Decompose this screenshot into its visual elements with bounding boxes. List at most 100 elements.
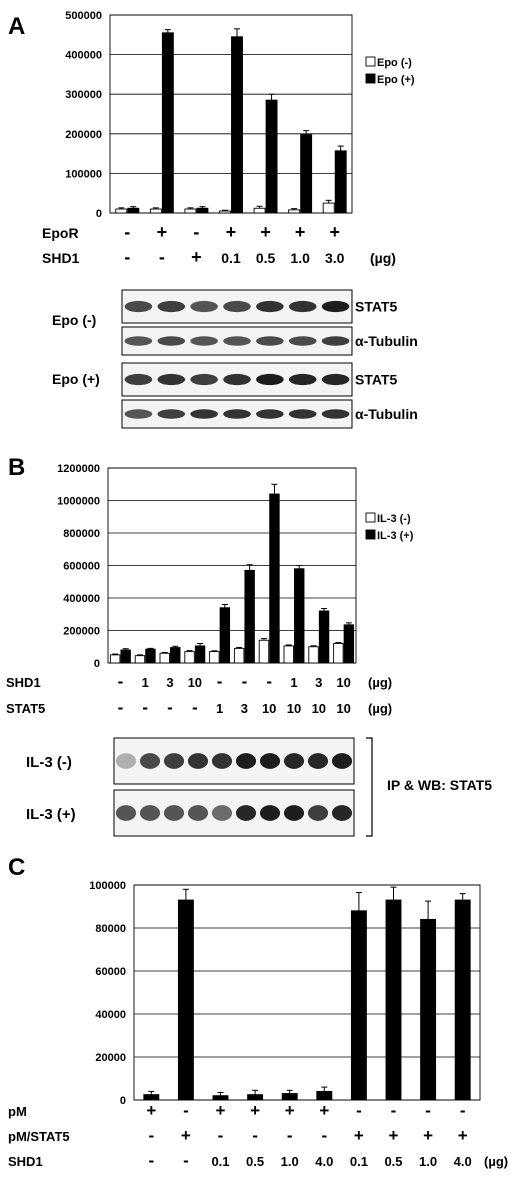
panel-b-blot-band xyxy=(331,753,353,769)
panel-b-bar xyxy=(194,645,206,664)
panel-b-blot-band xyxy=(307,753,329,769)
panel-a-blot-band xyxy=(157,300,186,313)
panel-c-condition-value: + xyxy=(146,1101,156,1120)
panel-b-condition-value: - xyxy=(167,698,173,717)
panel-a-legend-swatch xyxy=(365,56,376,67)
panel-b-bar xyxy=(333,643,344,664)
panel-b-bar xyxy=(145,648,156,664)
panel-b-blot-band xyxy=(139,753,161,769)
panel-a-blot-band xyxy=(190,409,218,419)
panel-a-blot-band xyxy=(321,336,350,346)
panel-b-ytick-label: 0 xyxy=(94,658,100,670)
panel-b-blot-band xyxy=(163,753,185,769)
panel-b-blot-band xyxy=(211,753,233,769)
panel-c-condition-value: + xyxy=(285,1101,295,1120)
panel-b-blot-bracket xyxy=(366,737,373,837)
panel-a-plot-frame xyxy=(109,14,353,214)
panel-b-condition-value: - xyxy=(118,698,124,717)
panel-a-blot-band xyxy=(321,300,350,313)
panel-c-ytick-label: 40000 xyxy=(95,1009,126,1021)
panel-b-bar xyxy=(219,607,231,664)
panel-a-blot-band-label: STAT5 xyxy=(355,372,397,388)
panel-b-legend-label: IL-3 (-) xyxy=(377,513,411,525)
panel-a-condition-value: 3.0 xyxy=(325,250,345,266)
panel-a-legend-label: Epo (+) xyxy=(377,74,415,86)
panel-c-condition-label: pM/STAT5 xyxy=(8,1129,70,1144)
panel-a-bar xyxy=(334,150,347,214)
panel-b-condition-value: 10 xyxy=(262,701,276,716)
panel-b-ytick-label: 1000000 xyxy=(57,496,100,508)
panel-b-bar xyxy=(343,624,355,664)
panel-c-condition-unit: (µg) xyxy=(484,1154,508,1169)
panel-a-legend-label: Epo (-) xyxy=(377,57,412,69)
panel-label-c: C xyxy=(8,854,25,881)
panel-b-blot-band xyxy=(187,805,209,821)
panel-a-blot-band xyxy=(190,336,218,346)
panel-a-condition-value: + xyxy=(260,222,271,242)
panel-c-bar xyxy=(420,918,437,1101)
panel-a-condition-value: 0.1 xyxy=(221,250,241,266)
panel-a-blot-band xyxy=(256,409,284,419)
panel-b-condition-value: - xyxy=(266,672,272,691)
panel-a-bar xyxy=(253,207,266,214)
panel-c-ytick-label: 0 xyxy=(120,1095,126,1107)
panel-a-bar xyxy=(127,207,140,214)
panel-b-bar xyxy=(134,655,146,664)
panel-c-bar xyxy=(247,1094,264,1101)
panel-c-bar xyxy=(212,1095,229,1101)
panel-label-a: A xyxy=(8,13,25,40)
panel-b-bar xyxy=(209,651,220,664)
panel-b-bar xyxy=(283,645,294,664)
panel-b-bar xyxy=(109,654,121,664)
panel-c-bar xyxy=(350,910,367,1101)
panel-b-blot-band xyxy=(163,805,185,821)
panel-b-condition-value: 1 xyxy=(290,675,297,690)
panel-a-ytick-label: 400000 xyxy=(65,50,102,62)
panel-b-ytick-label: 200000 xyxy=(63,626,100,638)
panel-a-condition-unit: (µg) xyxy=(370,250,396,266)
panel-c-condition-value: + xyxy=(389,1126,399,1145)
panel-c-condition-value: 0.1 xyxy=(211,1154,229,1169)
panel-b-blot-band xyxy=(211,805,233,821)
panel-c-condition-value: + xyxy=(181,1126,191,1145)
panel-a-bar xyxy=(300,134,313,214)
panel-a-blot-band xyxy=(190,300,218,313)
panel-a-ytick-label: 200000 xyxy=(65,129,102,141)
panel-b-bar xyxy=(308,646,319,664)
panel-c-condition-value: - xyxy=(183,1151,189,1170)
panel-a-condition-value: + xyxy=(191,247,202,267)
panel-a-bar xyxy=(149,208,162,214)
panel-c-bar xyxy=(316,1090,333,1101)
panel-a-blot-group-label: Epo (-) xyxy=(52,312,96,328)
panel-b-blot-band xyxy=(283,753,305,769)
panel-b-condition-label: STAT5 xyxy=(6,701,45,716)
panel-b-blot-band xyxy=(283,805,305,821)
panel-a-blot-band xyxy=(321,409,350,419)
panel-a-condition-value: 0.5 xyxy=(256,250,276,266)
panel-b-condition-unit: (µg) xyxy=(368,701,392,716)
panel-c-condition-value: 0.1 xyxy=(350,1154,368,1169)
panel-c-condition-value: - xyxy=(148,1151,154,1170)
panel-c-condition-value: - xyxy=(183,1101,189,1120)
panel-b-blot-band xyxy=(235,805,257,821)
panel-b-bar xyxy=(120,649,131,664)
panel-a-blot-band-label: α-Tubulin xyxy=(355,406,418,422)
panel-b-ytick-label: 600000 xyxy=(63,561,100,573)
panel-b-condition-label: SHD1 xyxy=(6,675,41,690)
panel-a-condition-label: SHD1 xyxy=(42,250,80,266)
panel-b-condition-value: 10 xyxy=(336,675,350,690)
panel-c-condition-value: 0.5 xyxy=(384,1154,402,1169)
panel-b-bar xyxy=(233,647,245,664)
panel-b-blot-band xyxy=(259,805,281,821)
panel-c-condition-value: + xyxy=(216,1101,226,1120)
panel-b-plot-frame xyxy=(107,467,357,664)
panel-b-blot-band xyxy=(235,753,257,769)
panel-a-condition-value: - xyxy=(159,247,165,267)
panel-c-condition-label: SHD1 xyxy=(8,1154,43,1169)
panel-b-blot-band xyxy=(187,753,209,769)
panel-b-condition-value: - xyxy=(192,698,198,717)
panel-c-condition-value: - xyxy=(425,1101,431,1120)
panel-a-blot-band xyxy=(124,336,153,346)
panel-b-condition-value: 10 xyxy=(312,701,326,716)
